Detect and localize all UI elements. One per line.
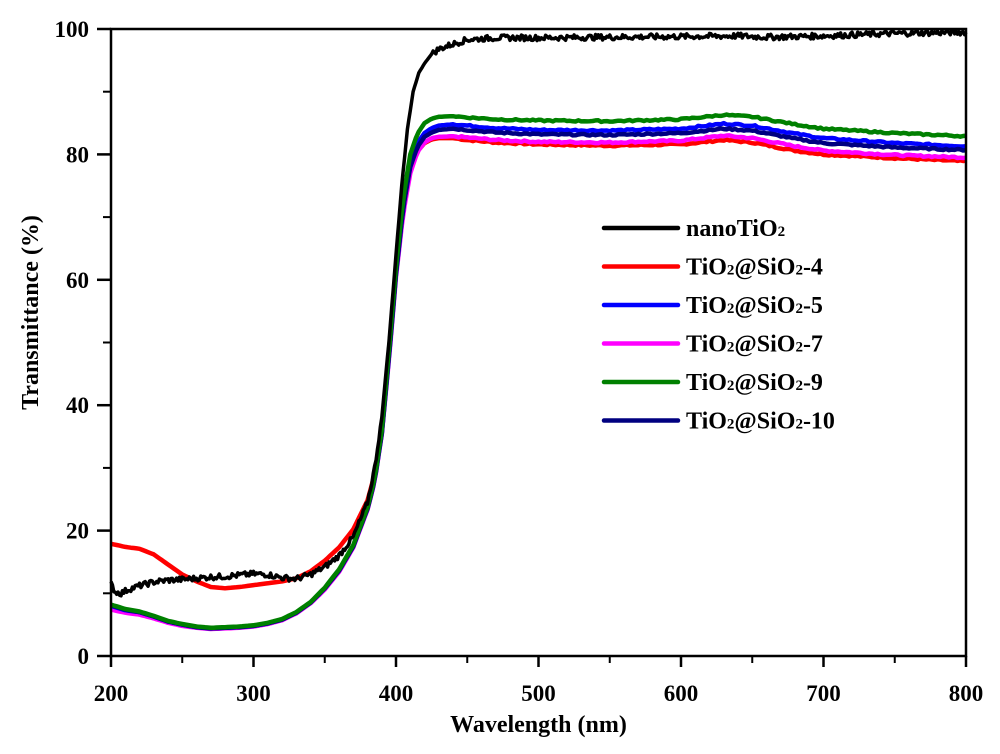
series-layer <box>109 28 968 632</box>
x-tick-label: 800 <box>949 681 984 706</box>
y-tick-label: 20 <box>66 519 89 544</box>
legend: nanoTiO2 TiO2@SiO2-4 TiO2@SiO2-5 TiO2@SiO2-… <box>601 216 835 435</box>
y-tick-label: 40 <box>66 393 89 418</box>
series-line-0 <box>109 28 968 598</box>
legend-label: TiO2@SiO2-7 <box>686 332 823 358</box>
x-tick-label: 400 <box>379 681 414 706</box>
y-tick-label: 80 <box>66 142 89 167</box>
series-line-1 <box>110 135 967 591</box>
plot-frame <box>109 27 968 658</box>
x-axis-title: Wavelength (nm) <box>450 712 627 738</box>
x-tick-label: 600 <box>664 681 699 706</box>
legend-label: TiO2@SiO2-10 <box>686 409 835 435</box>
legend-label: TiO2@SiO2-4 <box>686 255 823 281</box>
axis-ticks: 200 300 400 500 600 700 800 0 20 40 60 80 100 <box>55 17 984 706</box>
x-tick-label: 500 <box>521 681 556 706</box>
series-line-2 <box>110 120 967 631</box>
y-tick-label: 0 <box>78 644 90 669</box>
x-tick-label: 300 <box>236 681 271 706</box>
y-axis-title: Transmittance (%) <box>18 215 44 410</box>
y-tick-label: 60 <box>66 268 89 293</box>
x-tick-label: 200 <box>94 681 129 706</box>
series-line-5 <box>110 126 967 631</box>
series-line-4 <box>110 112 967 631</box>
legend-label: TiO2@SiO2-5 <box>686 293 823 319</box>
legend-label: nanoTiO2 <box>686 216 785 242</box>
legend-label: TiO2@SiO2-9 <box>686 370 823 396</box>
y-tick-label: 100 <box>55 17 90 42</box>
x-tick-label: 700 <box>806 681 841 706</box>
series-line-3 <box>110 133 967 632</box>
